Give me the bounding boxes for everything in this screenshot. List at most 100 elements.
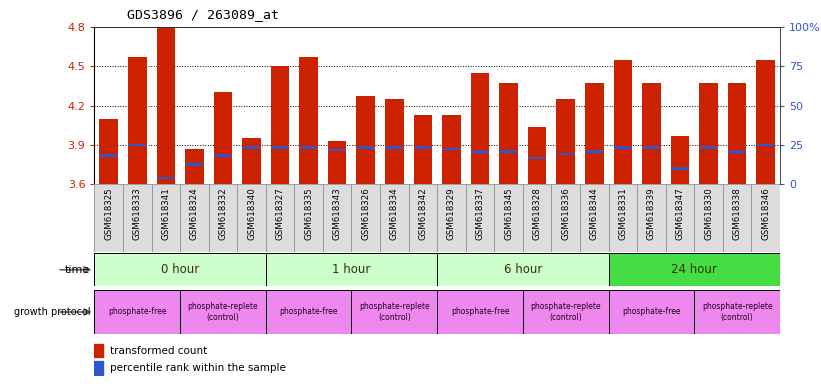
Text: phosphate-free: phosphate-free <box>451 308 509 316</box>
Bar <box>695 290 780 334</box>
Bar <box>500 151 517 153</box>
Bar <box>437 253 608 286</box>
Bar <box>415 146 431 149</box>
Bar <box>209 184 237 252</box>
Text: growth protocol: growth protocol <box>14 307 90 317</box>
Text: GSM618327: GSM618327 <box>276 188 285 240</box>
Bar <box>586 151 603 153</box>
Bar <box>351 184 380 252</box>
Bar <box>672 167 688 170</box>
Text: GSM618345: GSM618345 <box>504 188 513 240</box>
Bar <box>699 83 718 184</box>
Text: phosphate-replete
(control): phosphate-replete (control) <box>188 302 259 322</box>
Bar <box>123 184 152 252</box>
Text: GSM618341: GSM618341 <box>161 188 170 240</box>
Bar <box>528 127 547 184</box>
Bar <box>557 99 575 184</box>
Text: GSM618324: GSM618324 <box>190 188 199 240</box>
Bar <box>552 184 580 252</box>
Bar <box>728 83 746 184</box>
Text: 24 hour: 24 hour <box>672 263 718 276</box>
Text: GSM618329: GSM618329 <box>447 188 456 240</box>
Bar <box>214 154 232 157</box>
Bar <box>213 93 232 184</box>
Bar <box>409 184 438 252</box>
Bar <box>266 184 295 252</box>
Bar <box>613 60 632 184</box>
Bar <box>443 115 461 184</box>
Bar <box>272 146 288 149</box>
Bar <box>243 146 260 149</box>
Text: GSM618337: GSM618337 <box>475 188 484 240</box>
Text: GSM618333: GSM618333 <box>133 188 142 240</box>
Bar <box>152 184 180 252</box>
Bar <box>329 149 346 151</box>
Text: GSM618344: GSM618344 <box>589 188 599 240</box>
Bar <box>237 184 266 252</box>
Bar <box>128 57 146 184</box>
Text: GSM618346: GSM618346 <box>761 188 770 240</box>
Bar <box>357 146 374 149</box>
Text: phosphate-replete
(control): phosphate-replete (control) <box>702 302 773 322</box>
Bar <box>186 164 203 166</box>
Text: GSM618332: GSM618332 <box>218 188 227 240</box>
Bar <box>266 290 351 334</box>
Bar <box>271 66 289 184</box>
Bar <box>242 138 261 184</box>
Bar <box>695 184 722 252</box>
Text: GSM618340: GSM618340 <box>247 188 256 240</box>
Text: GSM618328: GSM618328 <box>533 188 542 240</box>
Text: GSM618336: GSM618336 <box>562 188 571 240</box>
Bar <box>300 146 317 149</box>
Bar <box>300 57 318 184</box>
Bar <box>729 151 745 153</box>
Bar <box>94 290 180 334</box>
Bar <box>94 184 123 252</box>
Bar <box>323 184 351 252</box>
Text: GSM618339: GSM618339 <box>647 188 656 240</box>
Bar <box>757 144 774 146</box>
Bar <box>443 148 460 150</box>
Text: 6 hour: 6 hour <box>504 263 542 276</box>
Text: phosphate-free: phosphate-free <box>279 308 338 316</box>
Bar <box>414 115 432 184</box>
Text: GSM618326: GSM618326 <box>361 188 370 240</box>
Bar <box>180 290 266 334</box>
Bar <box>356 96 375 184</box>
Bar <box>386 146 402 149</box>
Text: GSM618331: GSM618331 <box>618 188 627 240</box>
Text: GSM618334: GSM618334 <box>390 188 399 240</box>
Bar <box>266 253 438 286</box>
Bar <box>100 154 117 157</box>
Bar <box>158 177 174 179</box>
Bar <box>470 73 489 184</box>
Text: time: time <box>65 265 90 275</box>
Bar <box>643 146 660 149</box>
Bar <box>637 184 666 252</box>
Bar <box>466 184 494 252</box>
Bar <box>557 153 574 155</box>
Text: GSM618342: GSM618342 <box>419 188 428 240</box>
Bar <box>437 290 523 334</box>
Bar <box>666 184 695 252</box>
Bar <box>129 144 145 146</box>
Bar <box>295 184 323 252</box>
Text: transformed count: transformed count <box>110 346 207 356</box>
Bar <box>580 184 608 252</box>
Bar <box>385 99 404 184</box>
Bar <box>722 184 751 252</box>
Text: GSM618325: GSM618325 <box>104 188 113 240</box>
Text: GDS3896 / 263089_at: GDS3896 / 263089_at <box>127 8 279 21</box>
Text: percentile rank within the sample: percentile rank within the sample <box>110 363 286 373</box>
Bar <box>529 157 545 159</box>
Text: GSM618338: GSM618338 <box>732 188 741 240</box>
Bar <box>351 290 437 334</box>
Bar <box>185 149 204 184</box>
Bar <box>499 83 518 184</box>
Text: GSM618347: GSM618347 <box>676 188 685 240</box>
Bar <box>99 119 118 184</box>
Bar <box>94 253 266 286</box>
Bar <box>671 136 690 184</box>
Bar <box>608 184 637 252</box>
Text: phosphate-replete
(control): phosphate-replete (control) <box>359 302 429 322</box>
